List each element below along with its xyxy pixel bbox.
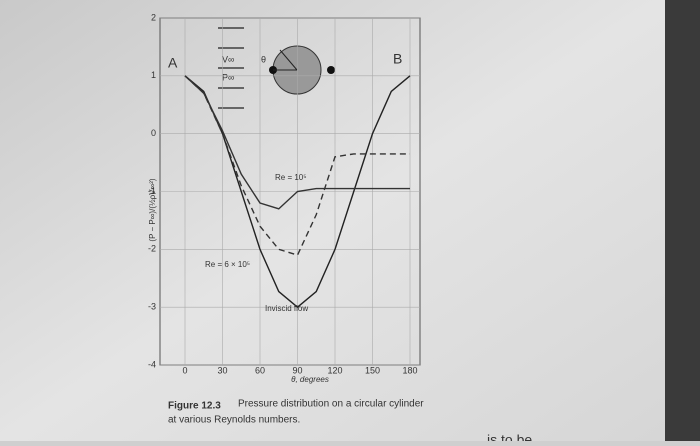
caption-title: Figure 12.3 [168,401,221,412]
y-tick-label: -2 [148,244,156,254]
series-line [184,75,410,256]
pressure-label: P∞ [222,72,234,82]
y-tick-label: 0 [151,128,156,138]
annotation: B [393,51,402,67]
annotation: A [168,55,178,71]
velocity-label: V∞ [222,54,234,64]
background-edge [665,0,700,441]
x-tick-label: 90 [292,365,302,375]
y-axis-label: (P − P∞)/(½ρV∞²) [148,178,157,241]
x-tick-label: 0 [182,365,187,375]
page-fragment: is to be [487,432,532,441]
caption-text: Pressure distribution on a circular cyli… [238,399,424,410]
x-tick-label: 30 [217,365,227,375]
point-b [327,66,335,74]
x-tick-label: 120 [327,365,342,375]
series-line [184,75,410,210]
y-tick-label: -4 [148,359,156,369]
x-tick-label: 150 [365,365,380,375]
caption-text: at various Reynolds numbers. [168,415,300,426]
y-tick-label: -1 [148,186,156,196]
x-tick-label: 60 [255,365,265,375]
series-label: Re = 10⁵ [275,173,307,182]
series-label: Inviscid flow [265,304,308,313]
y-tick-label: 1 [151,70,156,80]
radius [279,49,298,71]
x-axis-label: θ, degrees [291,375,329,384]
y-tick-label: 2 [151,12,156,22]
x-tick-label: 180 [402,365,417,375]
y-tick-label: -3 [148,302,156,312]
angle-label: θ [261,54,266,64]
series-label: Re = 6 × 10⁵ [205,260,250,269]
